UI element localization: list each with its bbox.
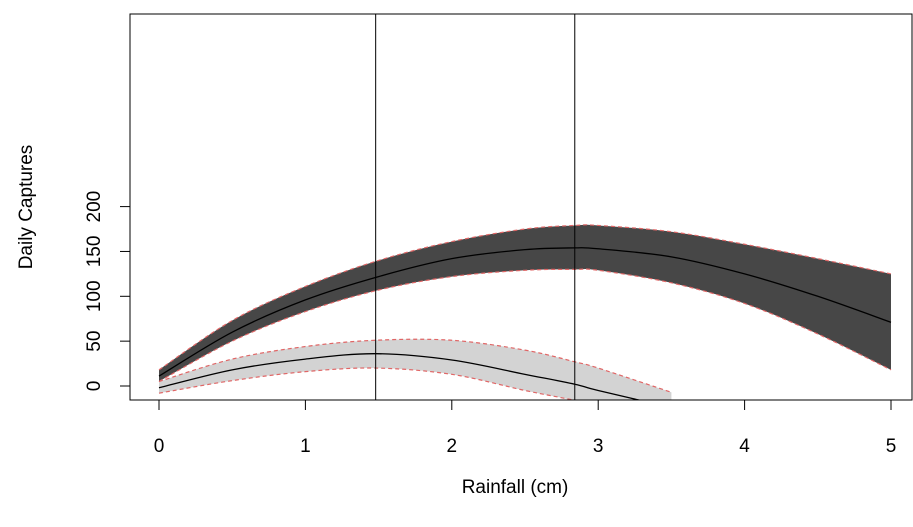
y-tick-label: 0 [84, 381, 105, 392]
confidence-bands [158, 224, 892, 400]
x-tick-label: 0 [154, 436, 165, 457]
y-tick-label: 50 [84, 331, 105, 352]
confidence-band-2 [159, 339, 672, 400]
x-tick-label: 1 [300, 436, 311, 457]
lower-bound-line-1 [158, 268, 892, 383]
y-tick-label: 150 [84, 236, 105, 268]
x-axis: 0 1 2 3 4 5 [154, 399, 897, 457]
lower-bound-line-2 [158, 367, 577, 400]
fit-line-1 [158, 247, 892, 377]
fit-line-2 [158, 353, 642, 400]
fitted-lines [158, 247, 892, 400]
x-tick-label: 5 [886, 436, 897, 457]
x-tick-label: 4 [739, 436, 750, 457]
y-axis: 0 50 100 150 200 [84, 191, 131, 392]
y-tick-label: 100 [84, 280, 105, 312]
vertical-reference-lines [375, 14, 576, 400]
x-axis-title: Rainfall (cm) [462, 477, 569, 498]
y-axis-title: Daily Captures [16, 145, 37, 270]
x-tick-label: 3 [593, 436, 604, 457]
upper-bound-line-1 [158, 224, 892, 371]
plot-box [129, 13, 913, 401]
x-tick-label: 2 [447, 436, 458, 457]
upper-bound-line-2 [158, 338, 672, 393]
y-tick-label: 200 [84, 191, 105, 223]
